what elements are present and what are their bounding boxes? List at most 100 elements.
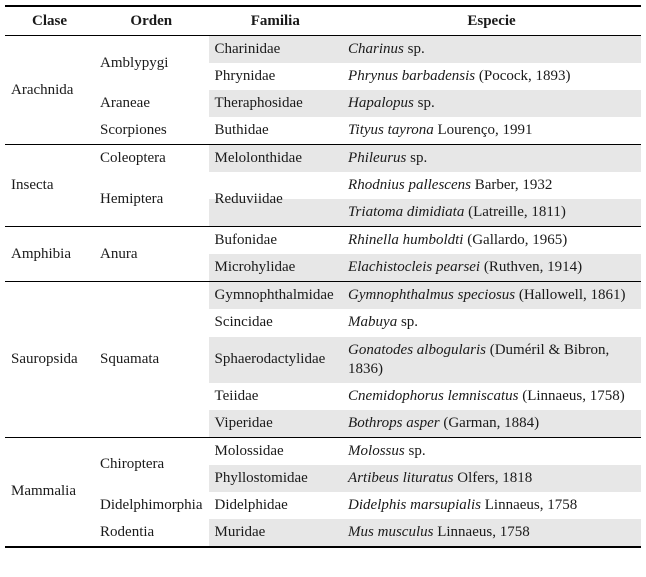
familia-cell: Teiidae — [208, 382, 343, 410]
species-authority: (Ruthven, 1914) — [480, 259, 583, 276]
species-name: Didelphis marsupialis — [348, 496, 481, 513]
species-name: Artibeus lituratus — [348, 469, 454, 486]
species-authority: sp. — [404, 442, 426, 459]
orden-cell: Chiroptera — [94, 436, 209, 492]
clase-cell: Sauropsida — [5, 281, 95, 438]
especie-cell: Hapalopus sp. — [342, 90, 641, 118]
orden-cell: Coleoptera — [94, 144, 209, 173]
species-authority: (Hallowell, 1861) — [515, 287, 626, 304]
species-authority: Barber, 1932 — [470, 177, 553, 194]
table-row: Didelphimorphia Didelphidae Didelphis mars… — [5, 491, 641, 519]
table-row: Viperidae Bothrops asper (Garman, 1884) — [5, 409, 641, 438]
familia-cell: Molossidae — [208, 436, 343, 465]
especie-cell: Rhodnius pallescens Barber, 1932 — [342, 172, 641, 199]
species-name: Hapalopus — [348, 95, 414, 112]
clase-cell: Arachnida — [5, 34, 95, 145]
column-header-orden: Orden — [94, 6, 209, 36]
table-row: Araneae Theraphosidae Hapalopus sp. — [5, 90, 641, 118]
familia-cell: Didelphidae — [208, 491, 343, 519]
familia-cell: Phrynidae — [208, 63, 343, 91]
column-header-clase: Clase — [5, 6, 95, 36]
species-name: Rhodnius pallescens — [348, 177, 471, 194]
species-name: Tityus tayrona — [348, 122, 434, 139]
familia-cell: Buthidae — [208, 117, 343, 145]
especie-cell: Gonatodes albogularis (Duméril & Bibron,… — [342, 336, 641, 383]
species-authority: Linnaeus, 1758 — [480, 496, 578, 513]
species-name: Rhinella humboldti — [348, 232, 464, 249]
species-name: Gymnophthalmus speciosus — [348, 287, 516, 304]
especie-cell: Cnemidophorus lemniscatus (Linnaeus, 175… — [342, 383, 641, 410]
species-name: Mus musculus — [348, 523, 434, 540]
table-row: Triatoma dimidiata (Latreille, 1811) — [5, 199, 641, 227]
familia-cell: Reduviidae — [208, 172, 343, 227]
orden-cell: Squamata — [94, 281, 209, 438]
species-authority: (Duméril & Bibron, 1836) — [348, 341, 610, 377]
clase-cell: Insecta — [5, 144, 95, 227]
species-authority: sp. — [403, 41, 425, 57]
table-row: Scincidae Mabuya sp. — [5, 309, 641, 337]
table-row: Phrynidae Phrynus barbadensis (Pocock, 18… — [5, 63, 641, 91]
species-authority: (Pocock, 1893) — [475, 68, 571, 85]
species-name: Phileurus — [348, 150, 407, 167]
species-name: Phrynus barbadensis — [348, 68, 476, 85]
especie-cell: Bothrops asper (Garman, 1884) — [342, 409, 641, 438]
especie-cell: Phileurus sp. — [342, 144, 641, 173]
especie-cell: Mabuya sp. — [342, 309, 641, 336]
table-header: Clase Orden Familia Especie — [5, 6, 641, 36]
table-row: Rodentia Muridae Mus musculus Linnaeus, 17… — [5, 518, 641, 547]
especie-cell: Phrynus barbadensis (Pocock, 1893) — [342, 63, 641, 90]
familia-cell: Phyllostomidae — [208, 464, 343, 492]
especie-cell: Didelphis marsupialis Linnaeus, 1758 — [342, 492, 641, 519]
orden-cell: Amblypygi — [94, 35, 209, 91]
especie-cell: Triatoma dimidiata (Latreille, 1811) — [342, 199, 641, 227]
column-header-familia: Familia — [208, 6, 343, 36]
especie-cell: Molossus sp. — [342, 436, 641, 465]
table-row: Phyllostomidae Artibeus lituratus Olfers,… — [5, 464, 641, 492]
species-name: Mabuya — [348, 314, 398, 331]
especie-cell: Gymnophthalmus speciosus (Hallowell, 186… — [342, 281, 641, 310]
familia-cell: Microhylidae — [208, 254, 343, 282]
especie-cell: Artibeus lituratus Olfers, 1818 — [342, 464, 641, 492]
species-name: Bothrops asper — [348, 414, 440, 431]
species-name: Cnemidophorus lemniscatus — [348, 387, 519, 404]
familia-cell: Melolonthidae — [208, 144, 343, 173]
species-authority: sp. — [413, 95, 435, 112]
species-authority: Linnaeus, 1758 — [433, 523, 530, 540]
familia-cell: Muridae — [208, 518, 343, 547]
table-row: Microhylidae Elachistocleis pearsei (Ruth… — [5, 254, 641, 282]
species-authority: (Garman, 1884) — [439, 414, 540, 431]
table-row: Teiidae Cnemidophorus lemniscatus (Linnae… — [5, 382, 641, 410]
orden-cell: Hemiptera — [94, 172, 209, 227]
column-header-especie: Especie — [342, 6, 641, 36]
familia-cell: Viperidae — [208, 409, 343, 438]
species-name: Triatoma dimidiata — [348, 204, 465, 221]
clase-cell: Mammalia — [5, 436, 95, 547]
table-row: Hemiptera Reduviidae Rhodnius pallescens B… — [5, 172, 641, 227]
species-authority: (Gallardo, 1965) — [463, 232, 568, 249]
species-authority: sp. — [406, 150, 428, 167]
especie-cell: Rhinella humboldti (Gallardo, 1965) — [342, 226, 641, 255]
species-authority: (Linnaeus, 1758) — [518, 387, 625, 404]
species-authority: (Latreille, 1811) — [464, 204, 566, 221]
table-row: Insecta Coleoptera Melolonthidae Phileurus … — [5, 144, 641, 227]
table-row: Scorpiones Buthidae Tityus tayrona Lourenç… — [5, 117, 641, 145]
orden-cell: Scorpiones — [94, 117, 209, 145]
species-authority: Olfers, 1818 — [453, 469, 533, 486]
table-body: Arachnida Amblypygi Charinidae Charinus sp.… — [5, 34, 641, 547]
species-name: Molossus — [348, 442, 405, 459]
familia-cell: Gymnophthalmidae — [208, 281, 343, 310]
orden-cell: Rodentia — [94, 518, 209, 547]
especie-cell: Elachistocleis pearsei (Ruthven, 1914) — [342, 254, 641, 282]
especie-cell: Tityus tayrona Lourenço, 1991 — [342, 117, 641, 145]
species-authority: sp. — [397, 314, 419, 331]
table-row: Amphibia Anura Bufonidae Rhinella humboldti… — [5, 226, 641, 282]
familia-cell: Charinidae — [208, 35, 343, 64]
species-authority: Lourenço, 1991 — [433, 122, 533, 139]
species-name: Gonatodes albogularis — [348, 341, 486, 358]
species-name: Elachistocleis pearsei — [348, 259, 481, 276]
taxonomy-table: Clase Orden Familia Especie Arachnida Amb… — [5, 5, 641, 548]
clase-cell: Amphibia — [5, 226, 95, 282]
especie-cell: Charinus sp. — [342, 35, 641, 64]
familia-cell: Scincidae — [208, 309, 343, 337]
especie-cell: Mus musculus Linnaeus, 1758 — [342, 518, 641, 547]
